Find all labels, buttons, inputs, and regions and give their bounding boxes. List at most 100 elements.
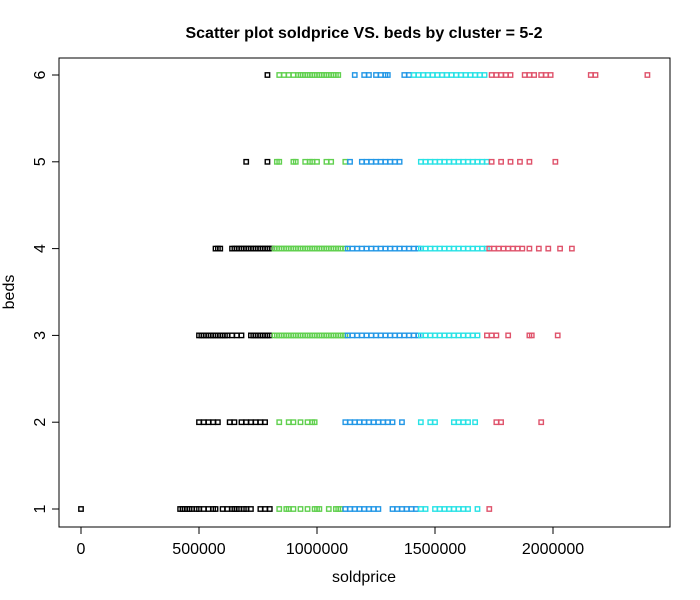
scatter-point xyxy=(358,158,365,165)
scatter-point xyxy=(432,245,438,252)
scatter-point xyxy=(351,419,358,426)
scatter-point xyxy=(396,158,403,165)
scatter-point xyxy=(387,245,394,252)
scatter-point xyxy=(354,245,361,252)
scatter-point xyxy=(347,158,353,165)
y-tick-label: 2 xyxy=(32,418,49,427)
x-tick-label: 0 xyxy=(77,541,86,558)
scatter-point xyxy=(488,332,495,339)
scatter-point xyxy=(460,158,467,165)
scatter-point xyxy=(349,332,356,339)
scatter-point xyxy=(399,419,405,426)
scatter-point xyxy=(219,506,226,512)
scatter-point xyxy=(382,158,389,165)
scatter-point xyxy=(205,506,212,512)
scatter-point xyxy=(401,332,408,339)
scatter-point xyxy=(446,158,453,165)
scatter-point xyxy=(455,419,462,426)
scatter-point xyxy=(387,158,394,165)
scatter-point xyxy=(517,158,523,165)
scatter-point xyxy=(455,245,462,252)
scatter-point xyxy=(505,245,512,252)
scatter-point xyxy=(514,245,521,252)
scatter-point xyxy=(377,158,384,165)
scatter-point xyxy=(314,158,320,165)
scatter-point xyxy=(304,506,311,512)
scatter-point xyxy=(509,245,516,252)
scatter-point xyxy=(557,245,563,252)
scatter-point xyxy=(373,332,379,339)
scatter-point xyxy=(460,506,467,512)
scatter-point xyxy=(446,506,453,512)
y-tick-label: 5 xyxy=(32,157,49,166)
scatter-point xyxy=(446,332,453,339)
scatter-point xyxy=(361,419,368,426)
scatter-point xyxy=(429,72,436,78)
scatter-point xyxy=(543,72,549,78)
scatter-point xyxy=(450,245,457,252)
scatter-point xyxy=(391,332,398,339)
scatter-point xyxy=(384,419,391,426)
scatter-point xyxy=(377,332,384,339)
scatter-point xyxy=(498,158,504,165)
scatter-point xyxy=(432,419,438,426)
scatter-point xyxy=(427,158,434,165)
scatter-point xyxy=(545,245,552,252)
scatter-point xyxy=(417,158,424,165)
scatter-point xyxy=(410,332,417,339)
scatter-point xyxy=(363,245,370,252)
scatter-point xyxy=(231,419,238,426)
scatter-point xyxy=(455,332,462,339)
scatter-point xyxy=(486,506,493,512)
scatter-point xyxy=(380,419,386,426)
scatter-point xyxy=(351,506,358,512)
scatter-point xyxy=(453,72,460,78)
scatter-point xyxy=(342,419,349,426)
scatter-point xyxy=(472,419,479,426)
scatter-point xyxy=(276,419,283,426)
scatter-point xyxy=(356,506,363,512)
scatter-point xyxy=(351,72,358,78)
scatter-point xyxy=(507,72,514,78)
scatter-point xyxy=(325,506,332,512)
scatter-point xyxy=(526,245,533,252)
scatter-point xyxy=(262,506,268,512)
scatter-point xyxy=(366,72,372,78)
scatter-point xyxy=(439,72,445,78)
scatter-point xyxy=(446,245,453,252)
scatter-point xyxy=(297,419,304,426)
scatter-point xyxy=(410,245,417,252)
scatter-point xyxy=(484,332,490,339)
scatter-point xyxy=(396,245,403,252)
scatter-point xyxy=(493,72,500,78)
scatter-point xyxy=(342,158,349,165)
scatter-point xyxy=(415,72,422,78)
scatter-point xyxy=(373,245,379,252)
scatter-point xyxy=(304,419,311,426)
scatter-point xyxy=(384,72,391,78)
scatter-point xyxy=(474,245,481,252)
scatter-point xyxy=(368,158,375,165)
chart-title: Scatter plot soldprice VS. beds by clust… xyxy=(185,25,542,42)
scatter-point xyxy=(354,332,361,339)
scatter-point xyxy=(488,158,495,165)
scatter-point xyxy=(389,506,396,512)
scatter-point xyxy=(432,332,438,339)
scatter-point xyxy=(498,419,504,426)
scatter-point xyxy=(233,332,240,339)
scatter-point xyxy=(363,158,370,165)
scatter-point xyxy=(196,419,202,426)
scatter-point xyxy=(554,332,561,339)
scatter-point xyxy=(507,158,514,165)
scatter-point xyxy=(212,506,219,512)
scatter-point xyxy=(403,506,410,512)
y-tick-label: 4 xyxy=(32,244,49,253)
scatter-point xyxy=(427,245,434,252)
scatter-point xyxy=(363,332,370,339)
scatter-point xyxy=(417,506,424,512)
scatter-point xyxy=(361,506,368,512)
scatter-point xyxy=(436,506,443,512)
scatter-point xyxy=(460,332,467,339)
scatter-point xyxy=(399,506,405,512)
scatter-point xyxy=(281,72,287,78)
